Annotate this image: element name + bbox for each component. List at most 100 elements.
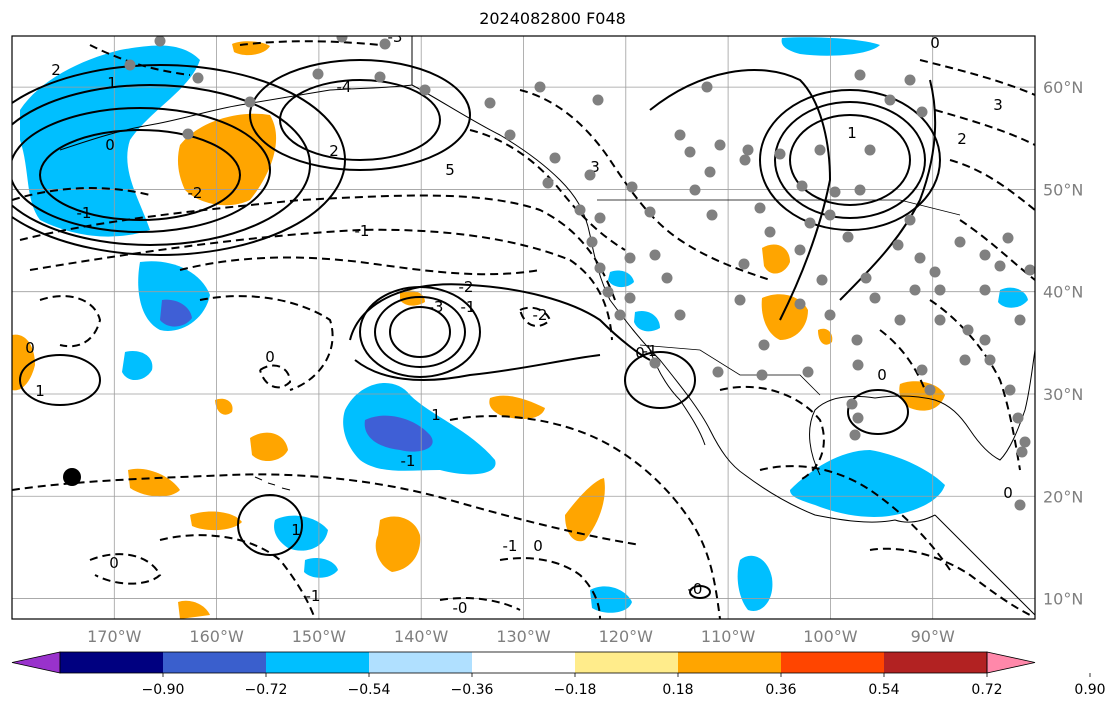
station-point <box>794 244 806 256</box>
colorbar-tick-label: 0.18 <box>662 682 693 698</box>
station-point <box>914 252 926 264</box>
positive-anomaly-region <box>375 516 421 572</box>
contour-label: 1 <box>291 521 301 539</box>
station-point <box>934 284 946 296</box>
station-point <box>934 314 946 326</box>
positive-contour <box>774 101 926 219</box>
positive-anomaly-region <box>215 398 233 415</box>
station-point <box>852 359 864 371</box>
station-point <box>854 69 866 81</box>
colorbar-segment <box>163 652 266 673</box>
map-frame <box>11 35 1036 620</box>
negative-contour <box>89 44 191 76</box>
contour-label: -1 <box>401 452 416 470</box>
station-point <box>644 206 656 218</box>
station-point <box>854 184 866 196</box>
positive-contour <box>847 389 909 435</box>
latitude-tick-label: 50°N <box>1043 180 1083 199</box>
station-point <box>984 354 996 366</box>
latitude-tick-labels: 10°N 20°N 30°N 40°N 50°N 60°N <box>1043 78 1083 608</box>
negative-anomaly-region <box>590 586 632 613</box>
station-point <box>624 252 636 264</box>
contour-label: -3 <box>388 28 403 46</box>
contour-label: 1 <box>107 74 117 92</box>
station-point <box>742 144 754 156</box>
positive-anomaly-region <box>818 328 833 345</box>
station-point <box>849 429 861 441</box>
positive-anomaly-region <box>489 395 545 420</box>
station-point <box>592 94 604 106</box>
longitude-tick-label: 90°W <box>911 627 955 646</box>
station-point <box>244 96 256 108</box>
colorbar-tick-label: −0.36 <box>451 682 494 698</box>
longitude-tick-labels: 170°W 160°W 150°W 140°W 130°W 120°W 110°W 100°W… <box>87 627 955 646</box>
station-point <box>1014 499 1026 511</box>
contour-label: -1 <box>503 537 518 555</box>
latitude-tick-label: 30°N <box>1043 385 1083 404</box>
colorbar-tick-label: 0.54 <box>868 682 899 698</box>
station-point <box>904 74 916 86</box>
negative-anomaly-region <box>138 261 210 331</box>
negative-contour <box>19 194 616 301</box>
colorbar-tick-label: 0.90 <box>1074 682 1105 698</box>
contour-label: -1 <box>461 298 476 316</box>
positive-contour <box>249 59 471 171</box>
contour-label: 1 <box>35 382 45 400</box>
negative-anomaly-region <box>998 287 1028 308</box>
station-point <box>869 292 881 304</box>
colorbar-outline <box>59 651 988 674</box>
contour-label: -1 <box>355 222 370 240</box>
station-point <box>774 148 786 160</box>
station-points-layer <box>124 36 1035 511</box>
station-point <box>738 258 750 270</box>
latitude-tick-label: 40°N <box>1043 283 1083 302</box>
station-point <box>534 81 546 93</box>
longitude-tick-label: 160°W <box>189 627 244 646</box>
contour-label: 0 <box>877 366 887 384</box>
station-point <box>1012 412 1024 424</box>
colorbar <box>11 651 1036 674</box>
positive-anomaly-region <box>762 244 790 274</box>
colorbar-tick-label: 0.36 <box>765 682 796 698</box>
negative-contour <box>179 256 541 276</box>
station-point <box>734 294 746 306</box>
station-point <box>706 209 718 221</box>
colorbar-segment <box>678 652 781 673</box>
positive-contour <box>839 79 937 301</box>
longitude-tick-label: 170°W <box>87 627 142 646</box>
negative-contour <box>199 295 334 391</box>
station-point <box>824 309 836 321</box>
station-point <box>704 166 716 178</box>
station-point <box>192 72 204 84</box>
longitude-tick-label: 130°W <box>496 627 551 646</box>
dashed-contour-lines <box>12 40 1035 619</box>
positive-anomaly-region <box>250 432 288 462</box>
negative-contour <box>869 547 1031 616</box>
station-point <box>594 212 606 224</box>
positive-anomaly-region <box>190 511 242 531</box>
contour-lines-layer <box>12 59 941 599</box>
contour-label: -0 <box>688 580 703 598</box>
negative-anomaly-region <box>304 558 338 578</box>
negative-contour <box>12 187 151 201</box>
contour-label: -2 <box>533 306 548 324</box>
station-point <box>714 139 726 151</box>
station-point <box>802 366 814 378</box>
latitude-tick-label: 20°N <box>1043 487 1083 506</box>
positive-contour <box>279 79 441 161</box>
station-point <box>909 284 921 296</box>
station-point <box>860 272 872 284</box>
contour-label: 1 <box>847 124 857 142</box>
negative-contour <box>259 364 292 389</box>
station-point <box>846 398 858 410</box>
station-point <box>794 298 806 310</box>
negative-anomaly-region <box>160 299 192 327</box>
contour-label: 3 <box>993 96 1003 114</box>
positive-contour <box>237 494 303 556</box>
station-point <box>574 204 586 216</box>
station-point <box>979 334 991 346</box>
station-point <box>419 84 431 96</box>
station-point <box>1024 264 1035 276</box>
positive-contour <box>12 107 271 233</box>
station-point <box>594 262 606 274</box>
